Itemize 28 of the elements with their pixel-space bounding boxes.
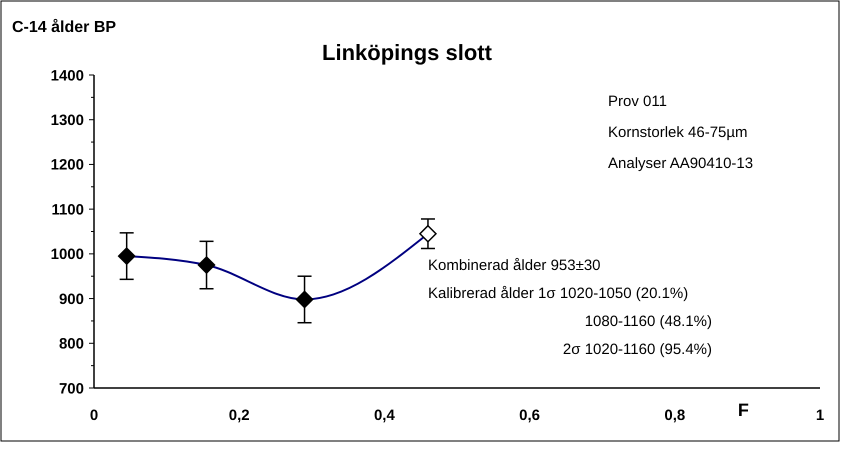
point — [419, 224, 437, 242]
x-tick-label: 0,2 — [228, 407, 250, 424]
y-tick-label: 700 — [58, 380, 84, 398]
annotation: Kalibrerad ålder 1σ 1020-1050 (20.1%) — [428, 285, 688, 302]
annotation: Prov 011 — [608, 93, 667, 110]
annotation: Kombinerad ålder 953±30 — [428, 257, 601, 274]
point — [118, 247, 136, 265]
annotation: Kornstorlek 46-75µm — [608, 124, 748, 141]
y-tick-label: 1100 — [51, 201, 84, 218]
x-axis-title: F — [738, 400, 749, 420]
annotation: Analyser AA90410-13 — [608, 155, 754, 172]
x-tick-label: 0,8 — [664, 407, 686, 424]
annotation: 2σ 1020-1160 (95.4%) — [562, 341, 712, 358]
chart-title: Linköpings slott — [322, 40, 493, 65]
x-tick-label: 1 — [816, 407, 824, 424]
point — [296, 290, 314, 308]
x-tick-label: 0 — [90, 407, 98, 424]
y-tick-label: 1200 — [50, 156, 84, 174]
y-axis-title: C-14 ålder BP — [12, 18, 116, 36]
y-tick-label: 1000 — [50, 246, 84, 264]
y-tick-label: 800 — [58, 336, 84, 353]
y-tick-label: 1400 — [50, 67, 84, 84]
point — [198, 256, 216, 274]
annotation: 1080-1160 (48.1%) — [584, 313, 712, 330]
y-tick-label: 900 — [58, 290, 84, 308]
x-tick-label: 0,4 — [374, 407, 396, 424]
y-tick-label: 1300 — [50, 112, 84, 129]
x-tick-label: 0,6 — [519, 407, 540, 424]
